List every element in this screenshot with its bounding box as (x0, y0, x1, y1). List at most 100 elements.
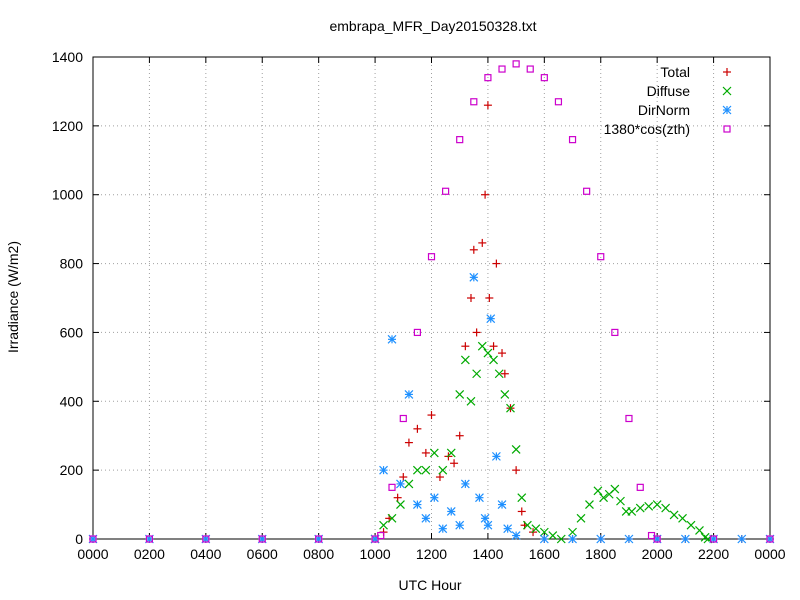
y-axis-label: Irradiance (W/m2) (5, 241, 21, 353)
data-point (404, 389, 414, 399)
data-point (421, 465, 431, 475)
data-point (478, 238, 487, 247)
data-point (377, 531, 385, 540)
data-point (404, 438, 413, 447)
data-point (512, 466, 521, 475)
x-tick-label: 1000 (360, 546, 391, 562)
data-point (315, 535, 323, 543)
data-point (511, 531, 521, 540)
data-point (421, 448, 430, 457)
x-tick-label: 0400 (190, 546, 221, 562)
x-tick-label: 2000 (642, 546, 673, 562)
series-3 (89, 60, 774, 543)
data-point (429, 493, 439, 503)
data-point (480, 513, 490, 523)
data-point (500, 389, 510, 399)
data-point (477, 341, 487, 351)
y-tick-label: 1200 (52, 118, 83, 134)
x-tick-label: 1400 (472, 546, 503, 562)
data-point (145, 535, 154, 543)
data-point (442, 187, 450, 195)
y-tick-label: 1000 (52, 187, 83, 203)
legend-marker (722, 105, 732, 115)
x-tick-label: 2200 (698, 546, 729, 562)
x-tick-label: 0600 (247, 546, 278, 562)
data-point (435, 473, 444, 482)
data-point (491, 451, 501, 461)
x-tick-label: 1200 (416, 546, 447, 562)
data-point (489, 355, 498, 365)
data-point (485, 294, 494, 302)
chart-title: embrapa_MFR_Day20150328.txt (329, 18, 536, 34)
data-point (686, 520, 696, 530)
data-point (624, 534, 634, 544)
data-point (512, 60, 520, 68)
data-point (455, 520, 465, 530)
data-point (450, 459, 459, 468)
data-point (766, 535, 774, 543)
data-point (483, 520, 493, 530)
data-marks (88, 60, 775, 544)
data-point (393, 493, 402, 502)
x-tick-label: 0000 (77, 546, 108, 562)
data-point (89, 535, 97, 543)
x-tick-label: 0200 (134, 546, 165, 562)
data-point (202, 535, 210, 543)
x-axis: 0000 0200 0400 0600 0800 1000 1200 1400 1600 1800… (77, 57, 786, 562)
data-point (554, 98, 563, 106)
data-point (653, 535, 661, 543)
data-point (709, 535, 718, 543)
data-point (455, 431, 464, 440)
x-tick-label: 1600 (529, 546, 560, 562)
data-point (583, 187, 591, 195)
data-point (498, 65, 506, 73)
data-point (258, 535, 266, 543)
data-point (494, 369, 504, 379)
data-point (539, 534, 549, 544)
y-tick-label: 1400 (52, 49, 83, 65)
data-point (404, 479, 414, 489)
data-point (413, 328, 421, 337)
data-point (399, 473, 408, 482)
data-point (475, 493, 484, 503)
data-point (511, 445, 521, 454)
data-point (568, 534, 577, 544)
y-tick-label: 400 (60, 393, 84, 409)
x-axis-label: UTC Hour (398, 577, 461, 593)
data-point (636, 483, 644, 491)
data-point (413, 424, 422, 433)
data-point (500, 369, 509, 378)
data-point (568, 527, 577, 537)
data-point (456, 136, 464, 144)
legend: Total Diffuse DirNorm 1380*cos(zth) (604, 64, 732, 137)
data-point (460, 355, 470, 365)
y-tick-label: 800 (60, 256, 84, 272)
data-point (540, 74, 548, 82)
data-point (585, 500, 594, 509)
data-point (483, 348, 493, 358)
data-point (680, 534, 690, 544)
grid (93, 57, 770, 539)
data-point (644, 501, 654, 511)
data-point (737, 534, 747, 544)
data-point (599, 493, 608, 503)
data-point (576, 513, 586, 523)
data-point (438, 524, 448, 534)
data-point (446, 507, 456, 516)
data-point (556, 534, 566, 544)
data-point (399, 414, 407, 423)
data-point (568, 136, 577, 144)
data-point (469, 272, 479, 282)
data-point (531, 524, 541, 534)
data-point (616, 496, 625, 506)
x-tick-label: 0800 (303, 546, 334, 562)
data-point (379, 465, 388, 475)
data-point (492, 259, 501, 268)
data-point (396, 479, 405, 489)
data-point (627, 507, 637, 516)
data-point (461, 342, 470, 351)
data-point (522, 520, 532, 530)
x-tick-label: 1800 (585, 546, 616, 562)
series-2 (88, 272, 775, 544)
